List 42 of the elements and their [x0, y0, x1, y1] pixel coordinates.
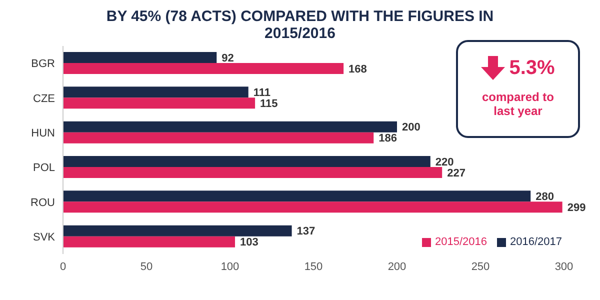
x-tick-label: 0 [60, 260, 66, 273]
callout-box: 5.3% compared to last year [456, 40, 580, 138]
data-label: 115 [260, 98, 278, 110]
data-label: 103 [240, 236, 258, 249]
bar [63, 236, 236, 248]
bar [63, 132, 374, 144]
data-label: 186 [378, 132, 397, 145]
data-label: 92 [222, 52, 234, 64]
data-label: 168 [348, 63, 367, 76]
bar [63, 156, 430, 167]
data-label: 137 [296, 226, 316, 238]
annotation: compared to last year [480, 90, 555, 118]
x-tick-label: 50 [140, 260, 153, 273]
data-label: 299 [567, 202, 586, 214]
data-label: 220 [435, 156, 454, 168]
bar [63, 52, 217, 63]
annotation: 5.3% [509, 56, 555, 80]
bar [63, 98, 256, 109]
x-tick-label: 150 [304, 260, 323, 273]
y-tick-label: CZE [33, 92, 55, 105]
bar [63, 121, 397, 132]
y-tick-label: ROU [30, 196, 56, 209]
data-label: 200 [402, 122, 420, 134]
x-tick-label: 250 [471, 260, 490, 273]
legend-label: 2015/2016 [435, 236, 487, 248]
bar [63, 202, 562, 213]
y-tick-label: BGR [31, 58, 56, 70]
y-tick-label: HUN [31, 128, 56, 140]
data-label: 280 [536, 191, 554, 204]
x-tick-label: 100 [220, 260, 240, 273]
bar [63, 167, 442, 178]
bar [63, 225, 292, 236]
data-label: 111 [253, 87, 271, 100]
y-tick-label: POL [32, 162, 55, 174]
data-label: 227 [447, 167, 466, 180]
bar [63, 86, 248, 98]
bar [63, 190, 531, 202]
x-tick-label: 200 [388, 260, 406, 273]
bar [63, 63, 344, 74]
y-tick-label: SVK [32, 232, 56, 244]
legend-label: 2016/2017 [510, 236, 562, 248]
x-tick-label: 300 [554, 260, 574, 273]
